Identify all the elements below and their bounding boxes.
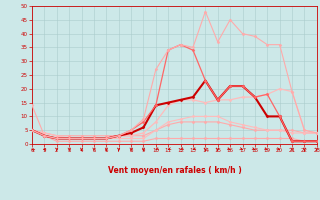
X-axis label: Vent moyen/en rafales ( km/h ): Vent moyen/en rafales ( km/h ) (108, 166, 241, 175)
